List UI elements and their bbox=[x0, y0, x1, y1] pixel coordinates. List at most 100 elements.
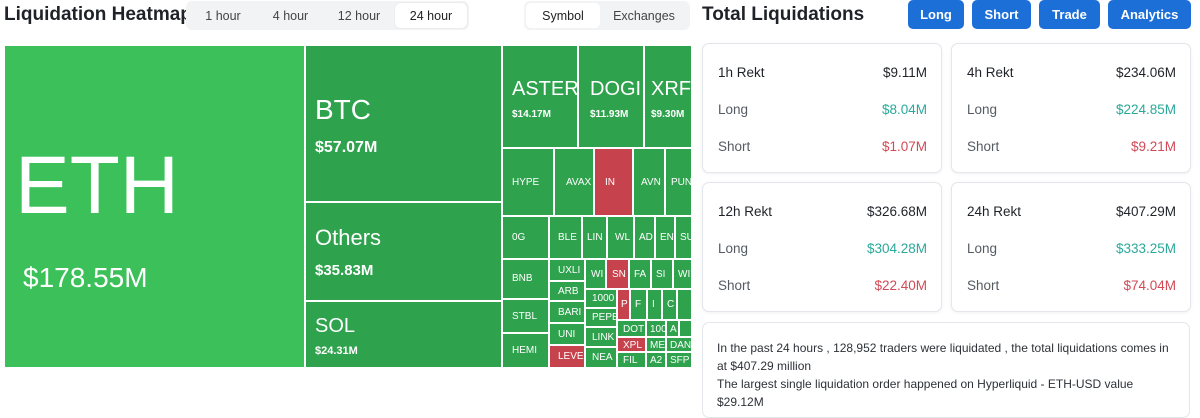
tile-symbol: HEMI bbox=[512, 345, 537, 356]
timeframe-12h-button[interactable]: 12 hour bbox=[337, 8, 381, 23]
tile-symbol: I bbox=[652, 299, 655, 310]
tile-avn[interactable]: AVN bbox=[633, 148, 665, 216]
tile-symbol: ETH bbox=[15, 140, 179, 231]
tile-symbol: SN bbox=[612, 269, 626, 280]
tile-p[interactable]: P bbox=[617, 289, 630, 320]
long-label: Long bbox=[718, 102, 749, 117]
tile-dan[interactable]: DAN bbox=[666, 337, 692, 352]
tile-sn[interactable]: SN bbox=[606, 259, 629, 289]
tile-symbol: BNB bbox=[512, 273, 533, 284]
timeframe-1h-button[interactable]: 1 hour bbox=[205, 8, 241, 23]
tile-wi-2[interactable]: WI bbox=[673, 259, 692, 289]
card-label: 24h Rekt bbox=[967, 204, 1022, 219]
tile-en[interactable]: EN bbox=[655, 216, 675, 259]
tile-xpl[interactable]: XPL bbox=[617, 337, 646, 352]
tile-symbol: Others bbox=[315, 225, 382, 250]
tile-pepe[interactable]: PEPE bbox=[585, 308, 617, 327]
tile-symbol: AVAX bbox=[566, 177, 592, 188]
tile-symbol: NEA bbox=[592, 352, 613, 363]
long-label: Long bbox=[967, 241, 998, 256]
tile-symbol: PUN bbox=[671, 177, 692, 188]
tile-dot[interactable]: DOT bbox=[617, 320, 646, 337]
tile-a[interactable]: A bbox=[666, 320, 679, 337]
tile-su[interactable]: SU bbox=[675, 216, 692, 259]
card-total: $234.06M bbox=[1115, 65, 1176, 80]
tile-nea[interactable]: NEA bbox=[585, 347, 617, 368]
short-label: Short bbox=[718, 139, 751, 154]
timeframe-24h-button[interactable]: 24 hour bbox=[395, 3, 467, 28]
tile-symbol: IN bbox=[605, 177, 615, 188]
tile-pun[interactable]: PUN bbox=[665, 148, 692, 216]
liquidation-treemap: ETH $178.55M BTC $57.07M Others $35.83M … bbox=[4, 45, 692, 368]
tile-avax[interactable]: AVAX bbox=[554, 148, 594, 216]
card-label: 4h Rekt bbox=[967, 65, 1014, 80]
tile-symbol: PEPE bbox=[592, 312, 617, 323]
tile-hemi[interactable]: HEMI bbox=[502, 333, 549, 368]
view-symbol-button[interactable]: Symbol bbox=[526, 3, 600, 28]
tile-symbol: SI bbox=[656, 269, 666, 280]
analytics-button[interactable]: Analytics bbox=[1108, 0, 1191, 29]
tile-c[interactable]: C bbox=[662, 289, 677, 320]
short-value: $9.21M bbox=[1130, 139, 1176, 154]
tile-bnb[interactable]: BNB bbox=[502, 259, 549, 299]
tile-ad[interactable]: AD bbox=[634, 216, 655, 259]
tile-link[interactable]: LINK bbox=[585, 327, 617, 347]
tile-1000[interactable]: 1000 bbox=[585, 289, 617, 308]
view-exchanges-button[interactable]: Exchanges bbox=[613, 8, 675, 23]
tile-misc-2[interactable] bbox=[679, 320, 692, 337]
tile-bare[interactable]: BARI bbox=[549, 301, 585, 323]
short-button[interactable]: Short bbox=[972, 0, 1031, 29]
short-value: $22.40M bbox=[874, 278, 927, 293]
tile-f[interactable]: F bbox=[630, 289, 647, 320]
tile-xrp[interactable]: XRF $9.30M bbox=[644, 45, 692, 148]
tile-uxli[interactable]: UXLI bbox=[549, 259, 585, 281]
card-label: 12h Rekt bbox=[718, 204, 773, 219]
tile-others[interactable]: Others $35.83M bbox=[305, 202, 502, 301]
tile-misc-1[interactable] bbox=[677, 289, 692, 320]
tile-symbol: BARI bbox=[558, 307, 582, 318]
long-value: $224.85M bbox=[1115, 102, 1176, 117]
tile-aster[interactable]: ASTER $14.17M bbox=[502, 45, 578, 148]
tile-sol[interactable]: SOL $24.31M bbox=[305, 301, 502, 368]
tile-eth[interactable]: ETH $178.55M bbox=[4, 45, 305, 368]
tile-wi[interactable]: WI bbox=[585, 259, 606, 289]
tile-symbol: P bbox=[621, 299, 628, 310]
tile-i[interactable]: I bbox=[647, 289, 662, 320]
short-value: $74.04M bbox=[1123, 278, 1176, 293]
tile-btc[interactable]: BTC $57.07M bbox=[305, 45, 502, 202]
long-button[interactable]: Long bbox=[908, 0, 964, 29]
short-label: Short bbox=[967, 139, 1000, 154]
tile-me[interactable]: ME bbox=[646, 337, 666, 352]
tile-fil[interactable]: FIL bbox=[617, 352, 646, 368]
tile-symbol: UNI bbox=[558, 329, 576, 340]
short-value: $1.07M bbox=[881, 139, 927, 154]
tile-doge[interactable]: DOGI $11.93M bbox=[578, 45, 644, 148]
tile-sfp[interactable]: SFP bbox=[666, 352, 692, 368]
tile-symbol: STBL bbox=[512, 311, 538, 322]
tile-symbol: UXLI bbox=[558, 265, 581, 276]
tile-lin[interactable]: LIN bbox=[582, 216, 607, 259]
tile-si[interactable]: SI bbox=[651, 259, 673, 289]
tile-ble[interactable]: BLE bbox=[549, 216, 582, 259]
card-24h-rekt: 24h Rekt $407.29M Long $333.25M Short $74.0… bbox=[951, 182, 1191, 312]
tile-100[interactable]: 100 bbox=[646, 320, 666, 337]
timeframe-4h-button[interactable]: 4 hour bbox=[272, 8, 309, 23]
tile-symbol: SOL bbox=[315, 315, 356, 337]
trade-button[interactable]: Trade bbox=[1039, 0, 1100, 29]
tile-symbol: WI bbox=[591, 269, 604, 280]
tile-0g[interactable]: 0G bbox=[502, 216, 549, 259]
card-12h-rekt: 12h Rekt $326.68M Long $304.28M Short $22.4… bbox=[702, 182, 942, 312]
tile-leve[interactable]: LEVE bbox=[549, 345, 585, 368]
tile-wl[interactable]: WL bbox=[607, 216, 634, 259]
tile-uni[interactable]: UNI bbox=[549, 323, 585, 345]
tile-hype[interactable]: HYPE bbox=[502, 148, 554, 216]
tile-fa[interactable]: FA bbox=[629, 259, 651, 289]
tile-a2[interactable]: A2 bbox=[646, 352, 666, 368]
long-value: $8.04M bbox=[881, 102, 927, 117]
tile-symbol: SU bbox=[680, 232, 691, 243]
short-label: Short bbox=[718, 278, 751, 293]
tile-arb[interactable]: ARB bbox=[549, 281, 585, 301]
tile-in[interactable]: IN bbox=[594, 148, 633, 216]
long-label: Long bbox=[718, 241, 749, 256]
tile-stbl[interactable]: STBL bbox=[502, 299, 549, 333]
